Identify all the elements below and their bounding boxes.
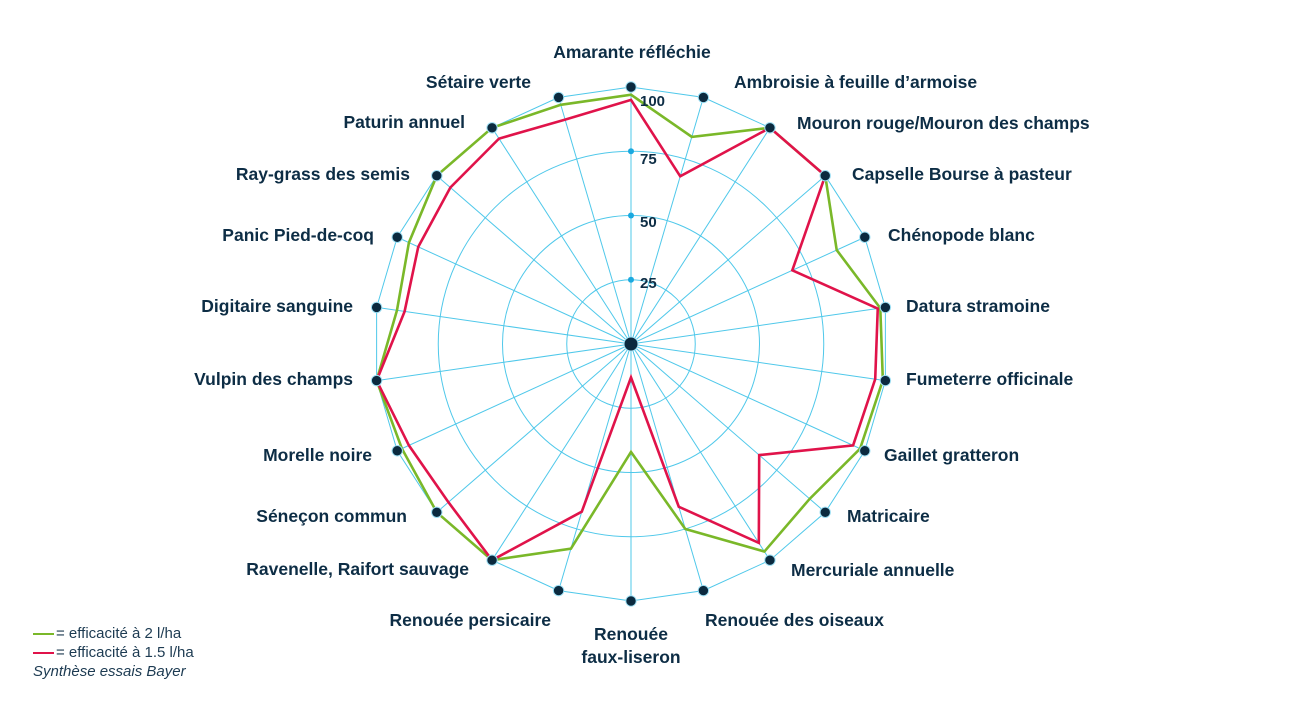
axis-label: Renouée persicaire: [390, 610, 552, 630]
tick-dot: [628, 148, 634, 155]
axis-end-marker: [391, 231, 403, 243]
axis-end-marker: [625, 595, 637, 607]
axis-label: Fumeterre officinale: [906, 369, 1074, 389]
axis-spoke: [630, 127, 771, 345]
axis-spoke: [630, 175, 826, 345]
tick-dot: [628, 212, 634, 219]
axis-label: Matricaire: [847, 506, 930, 526]
axis-label: Séneçon commun: [256, 506, 407, 526]
axis-spoke: [630, 343, 865, 452]
axis-end-marker: [859, 231, 871, 243]
radar-series: [375, 93, 885, 562]
legend-swatch-red: [33, 651, 54, 654]
tick-dot: [628, 276, 634, 283]
axis-end-marker: [697, 91, 710, 104]
tick-label: 75: [640, 151, 657, 168]
axis-spoke: [376, 343, 632, 382]
axis-label: Renouée des oiseaux: [705, 610, 884, 630]
axis-spoke: [630, 236, 865, 345]
legend-label: = efficacité à 2 l/ha: [56, 625, 182, 642]
legend-label: = efficacité à 1.5 l/ha: [56, 644, 194, 661]
axis-markers: [370, 81, 892, 607]
axis-end-marker: [764, 122, 776, 134]
axis-label: Panic Pied-de-coq: [222, 225, 374, 245]
tick-label: 100: [640, 93, 665, 110]
axis-label: Digitaire sanguine: [201, 296, 353, 316]
axis-end-marker: [879, 374, 892, 387]
axis-spoke: [558, 97, 632, 345]
axis-label: Paturin annuel: [343, 112, 465, 132]
axis-spoke: [436, 343, 632, 513]
axis-labels: Amarante réfléchie Ambroisie à feuille d’…: [194, 42, 1090, 667]
series-line-1-5lha: [375, 98, 880, 562]
axis-end-marker: [697, 584, 710, 597]
axis-label: Sétaire verte: [426, 72, 531, 92]
legend-swatch-green: [33, 632, 54, 635]
axis-spoke: [376, 306, 632, 345]
axis-end-marker: [431, 170, 443, 182]
axis-end-marker: [552, 584, 565, 597]
axis-spoke: [630, 343, 704, 591]
axis-end-marker: [859, 445, 871, 457]
source-note: Synthèse essais Bayer: [33, 663, 186, 680]
axis-label: Renouée faux-liseron: [581, 624, 680, 667]
axis-end-marker: [391, 445, 403, 457]
axis-end-marker: [431, 506, 443, 518]
axis-spoke: [630, 343, 771, 561]
axis-label: Ambroisie à feuille d’armoise: [734, 72, 977, 92]
center-marker: [623, 336, 639, 352]
axis-label: Capselle Bourse à pasteur: [852, 164, 1072, 184]
axis-end-marker: [764, 554, 776, 566]
axis-spoke: [397, 343, 632, 452]
axis-label: Mercuriale annuelle: [791, 560, 955, 580]
tick-label: 50: [640, 214, 657, 231]
axis-end-marker: [879, 301, 892, 314]
axis-label: Ravenelle, Raifort sauvage: [246, 559, 469, 579]
axis-label: Mouron rouge/Mouron des champs: [797, 113, 1090, 133]
axis-label: Amarante réfléchie: [553, 42, 711, 62]
axis-label: Gaillet gratteron: [884, 445, 1019, 465]
axis-label: Datura stramoine: [906, 296, 1050, 316]
axis-spoke: [491, 127, 632, 345]
tick-label: 25: [640, 275, 657, 292]
axis-end-marker: [625, 81, 637, 93]
axis-label: Ray-grass des semis: [236, 164, 410, 184]
axis-spoke: [630, 306, 886, 345]
axis-end-marker: [370, 374, 383, 387]
axis-spoke: [397, 236, 632, 345]
axis-label: Chénopode blanc: [888, 225, 1035, 245]
axis-end-marker: [486, 122, 498, 134]
axis-label: Vulpin des champs: [194, 369, 353, 389]
axis-end-marker: [486, 554, 498, 566]
axis-spoke: [630, 343, 826, 513]
axis-end-marker: [819, 506, 831, 518]
axis-end-marker: [819, 170, 831, 182]
axis-spoke: [491, 343, 632, 561]
legend: = efficacité à 2 l/ha = efficacité à 1.5…: [33, 624, 194, 681]
axis-spoke: [436, 175, 632, 345]
axis-label: Morelle noire: [263, 445, 372, 465]
axis-spoke: [630, 343, 886, 382]
tick-labels: 25 50 75 100: [628, 93, 665, 292]
series-line-2lha: [375, 93, 885, 562]
axis-end-marker: [552, 91, 565, 104]
axis-spoke: [630, 97, 704, 345]
legend-item-1-5lha: = efficacité à 1.5 l/ha: [33, 643, 194, 662]
axis-end-marker: [370, 301, 383, 314]
legend-item-2lha: = efficacité à 2 l/ha: [33, 624, 194, 643]
